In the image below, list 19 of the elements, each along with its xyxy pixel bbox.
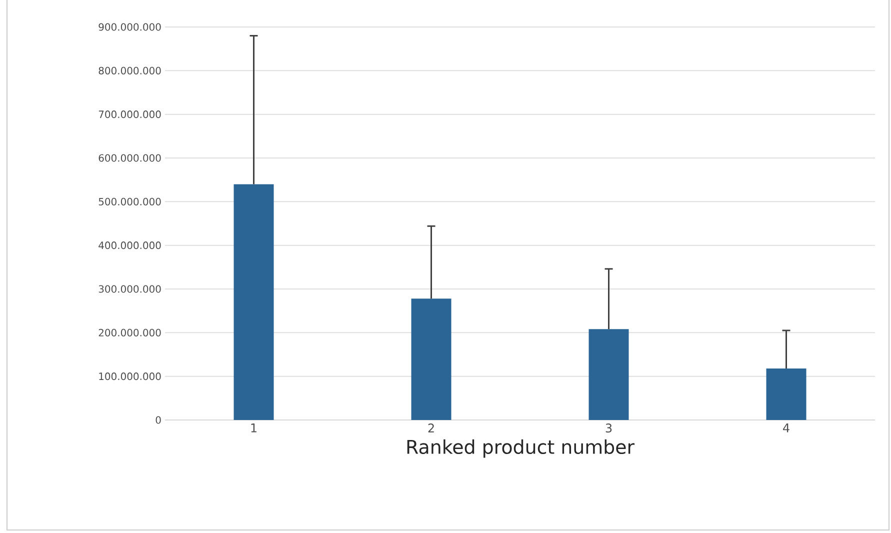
y-tick-label: 400.000.000 [98, 242, 161, 250]
y-tick-label: 0 [156, 416, 161, 424]
y-tick-label: 900.000.000 [98, 23, 161, 31]
y-tick-label: 500.000.000 [98, 198, 161, 206]
y-tick-label: 700.000.000 [98, 110, 161, 118]
x-tick-label: 4 [783, 424, 790, 432]
y-tick-label: 200.000.000 [98, 328, 161, 336]
x-tick-label: 2 [428, 424, 434, 432]
y-tick-label: 800.000.000 [98, 66, 161, 74]
x-tick-label: 3 [606, 424, 612, 433]
bar [766, 368, 806, 420]
y-tick-label: 600.000.000 [98, 154, 161, 162]
x-tick-label: 1 [251, 424, 256, 432]
y-tick-label: 100.000.000 [99, 372, 161, 380]
x-axis-title: Ranked product number [407, 439, 635, 458]
bar [234, 184, 274, 420]
bar [411, 298, 452, 420]
y-tick-label: 300.000.000 [98, 285, 161, 293]
bar [588, 329, 629, 420]
